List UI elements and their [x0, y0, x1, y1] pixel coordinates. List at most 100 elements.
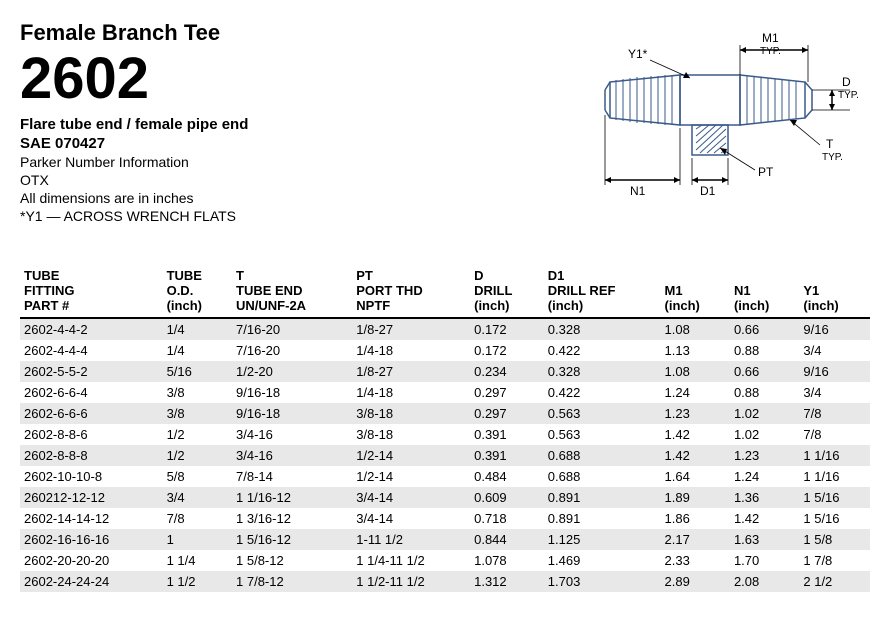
table-cell: 1.23 — [730, 445, 799, 466]
table-cell: 2602-8-8-6 — [20, 424, 163, 445]
table-row: 2602-6-6-43/89/16-181/4-180.2970.4221.24… — [20, 382, 870, 403]
table-row: 2602-4-4-21/47/16-201/8-270.1720.3281.08… — [20, 318, 870, 340]
table-row: 2602-6-6-63/89/16-183/8-180.2970.5631.23… — [20, 403, 870, 424]
table-cell: 1.63 — [730, 529, 799, 550]
table-cell: 0.234 — [470, 361, 544, 382]
table-cell: 3/8-18 — [352, 403, 470, 424]
table-cell: 2602-14-14-12 — [20, 508, 163, 529]
table-cell: 1-11 1/2 — [352, 529, 470, 550]
info-dimensions: All dimensions are in inches — [20, 190, 550, 206]
table-cell: 9/16-18 — [232, 403, 352, 424]
table-cell: 1.23 — [661, 403, 730, 424]
diagram-label-n1: N1 — [630, 184, 646, 198]
table-cell: 7/8-14 — [232, 466, 352, 487]
table-cell: 1.13 — [661, 340, 730, 361]
table-cell: 2602-4-4-2 — [20, 318, 163, 340]
info-parker: Parker Number Information — [20, 154, 550, 170]
table-cell: 1.24 — [730, 466, 799, 487]
diagram-label-y1: Y1* — [628, 47, 648, 61]
table-cell: 9/16-18 — [232, 382, 352, 403]
table-cell: 7/8 — [799, 403, 870, 424]
table-row: 2602-8-8-81/23/4-161/2-140.3910.6881.421… — [20, 445, 870, 466]
table-cell: 2602-6-6-4 — [20, 382, 163, 403]
table-cell: 7/8 — [163, 508, 232, 529]
table-cell: 0.391 — [470, 445, 544, 466]
table-cell: 1 1/16-12 — [232, 487, 352, 508]
table-row: 2602-8-8-61/23/4-163/8-180.3910.5631.421… — [20, 424, 870, 445]
table-cell: 1 1/4 — [163, 550, 232, 571]
column-header: DDRILL(inch) — [470, 264, 544, 318]
table-cell: 5/16 — [163, 361, 232, 382]
diagram-label-pt: PT — [758, 165, 774, 179]
info-y1-note: *Y1 — ACROSS WRENCH FLATS — [20, 208, 550, 224]
table-cell: 3/4 — [799, 382, 870, 403]
diagram-label-d1: D1 — [700, 184, 716, 198]
table-cell: 1.86 — [661, 508, 730, 529]
table-cell: 1/2-14 — [352, 445, 470, 466]
table-cell: 3/8 — [163, 403, 232, 424]
table-cell: 1.08 — [661, 318, 730, 340]
table-row: 2602-4-4-41/47/16-201/4-180.1720.4221.13… — [20, 340, 870, 361]
diagram-label-typ1: TYP. — [760, 46, 781, 57]
table-cell: 2.33 — [661, 550, 730, 571]
table-cell: 260212-12-12 — [20, 487, 163, 508]
table-cell: 0.563 — [544, 424, 661, 445]
table-cell: 3/8-18 — [352, 424, 470, 445]
column-header: D1DRILL REF(inch) — [544, 264, 661, 318]
table-cell: 3/4-16 — [232, 424, 352, 445]
column-header: N1(inch) — [730, 264, 799, 318]
subtitle: Flare tube end / female pipe end — [20, 116, 550, 133]
column-header: PTPORT THDNPTF — [352, 264, 470, 318]
table-body: 2602-4-4-21/47/16-201/8-270.1720.3281.08… — [20, 318, 870, 592]
table-row: 2602-5-5-25/161/2-201/8-270.2340.3281.08… — [20, 361, 870, 382]
table-cell: 1/4 — [163, 340, 232, 361]
table-cell: 1.125 — [544, 529, 661, 550]
table-cell: 1/4-18 — [352, 340, 470, 361]
part-number: 2602 — [20, 50, 550, 108]
table-cell: 1.703 — [544, 571, 661, 592]
table-cell: 2602-20-20-20 — [20, 550, 163, 571]
table-cell: 1 5/8 — [799, 529, 870, 550]
table-cell: 2602-4-4-4 — [20, 340, 163, 361]
table-cell: 0.422 — [544, 382, 661, 403]
table-cell: 1.08 — [661, 361, 730, 382]
table-cell: 2.89 — [661, 571, 730, 592]
table-cell: 0.88 — [730, 340, 799, 361]
table-cell: 1.02 — [730, 424, 799, 445]
table-cell: 0.297 — [470, 403, 544, 424]
table-cell: 0.88 — [730, 382, 799, 403]
table-cell: 1 — [163, 529, 232, 550]
table-cell: 1.89 — [661, 487, 730, 508]
diagram-label-typ3: TYP. — [822, 152, 843, 163]
table-cell: 7/8 — [799, 424, 870, 445]
table-cell: 0.66 — [730, 318, 799, 340]
table-cell: 1 5/16 — [799, 508, 870, 529]
table-cell: 1/4 — [163, 318, 232, 340]
table-cell: 3/4-14 — [352, 487, 470, 508]
table-cell: 0.563 — [544, 403, 661, 424]
column-header: TTUBE ENDUN/UNF-2A — [232, 264, 352, 318]
info-otx: OTX — [20, 172, 550, 188]
table-cell: 1.36 — [730, 487, 799, 508]
table-row: 2602-24-24-241 1/21 7/8-121 1/2-11 1/21.… — [20, 571, 870, 592]
diagram-label-typ2: TYP. — [838, 90, 859, 101]
column-header: M1(inch) — [661, 264, 730, 318]
table-cell: 1.42 — [661, 424, 730, 445]
table-cell: 9/16 — [799, 318, 870, 340]
table-cell: 1 7/8-12 — [232, 571, 352, 592]
table-row: 2602-10-10-85/87/8-141/2-140.4840.6881.6… — [20, 466, 870, 487]
table-cell: 1.64 — [661, 466, 730, 487]
table-cell: 3/4-16 — [232, 445, 352, 466]
header-block: Female Branch Tee 2602 Flare tube end / … — [20, 20, 550, 224]
table-cell: 1/8-27 — [352, 361, 470, 382]
table-cell: 1 1/16 — [799, 466, 870, 487]
table-cell: 0.891 — [544, 508, 661, 529]
column-header: Y1(inch) — [799, 264, 870, 318]
table-cell: 1/2-14 — [352, 466, 470, 487]
table-cell: 0.391 — [470, 424, 544, 445]
table-cell: 1.70 — [730, 550, 799, 571]
table-cell: 5/8 — [163, 466, 232, 487]
table-cell: 1/8-27 — [352, 318, 470, 340]
page-title: Female Branch Tee — [20, 20, 550, 46]
table-cell: 2602-8-8-8 — [20, 445, 163, 466]
